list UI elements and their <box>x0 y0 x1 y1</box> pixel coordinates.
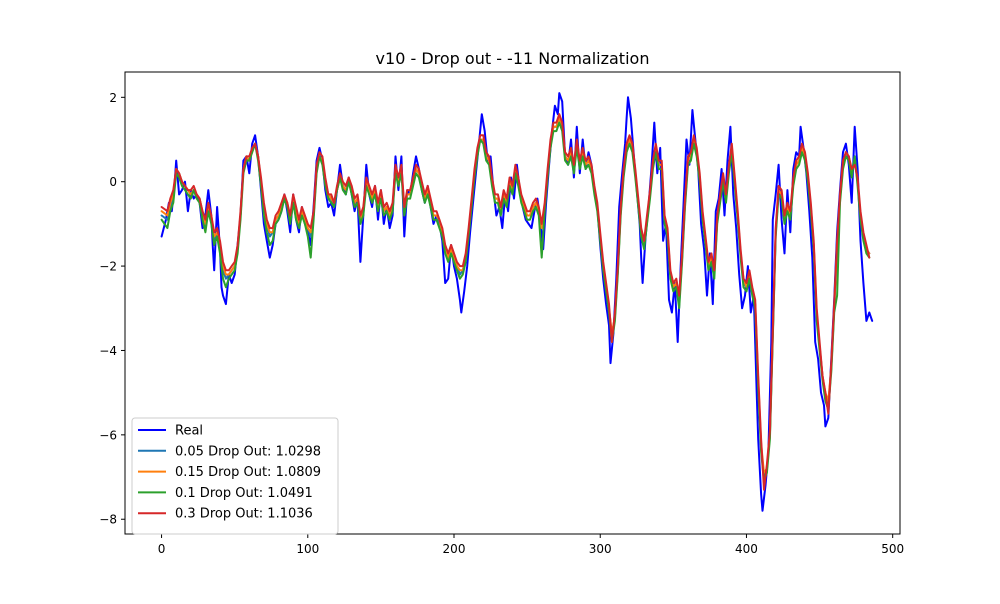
legend-label: Real <box>175 424 203 439</box>
legend-label: 0.05 Drop Out: 1.0298 <box>175 444 321 459</box>
series-line-4 <box>160 113 871 491</box>
x-tick-label: 100 <box>296 542 319 556</box>
legend: Real 0.05 Drop Out: 1.0298 0.15 Drop Out: … <box>131 417 339 535</box>
x-tick-label: 0 <box>158 542 166 556</box>
axes-frame <box>124 71 901 535</box>
legend-label: 0.15 Drop Out: 1.0809 <box>175 465 321 480</box>
y-tick-label: −6 <box>99 428 117 442</box>
series-line-3 <box>160 121 871 483</box>
series-lines <box>160 92 874 512</box>
y-tick-label: −2 <box>99 260 117 274</box>
y-tick-label: −8 <box>99 513 117 527</box>
y-tick-label: −4 <box>99 344 117 358</box>
x-axis: 0 100 200 300 400 500 <box>158 534 904 556</box>
legend-label: 0.1 Drop Out: 1.0491 <box>175 486 313 501</box>
x-tick-label: 400 <box>735 542 758 556</box>
x-tick-label: 200 <box>443 542 466 556</box>
y-tick-label: 2 <box>109 91 117 105</box>
x-tick-label: 500 <box>881 542 904 556</box>
y-axis: −8 −6 −4 −2 0 2 <box>99 91 125 527</box>
chart-title: v10 - Drop out - -11 Normalization <box>376 49 650 68</box>
x-tick-label: 300 <box>589 542 612 556</box>
plot-area <box>124 71 901 535</box>
y-tick-label: 0 <box>109 175 117 189</box>
legend-box <box>131 417 339 535</box>
legend-label: 0.3 Drop Out: 1.1036 <box>175 507 313 522</box>
